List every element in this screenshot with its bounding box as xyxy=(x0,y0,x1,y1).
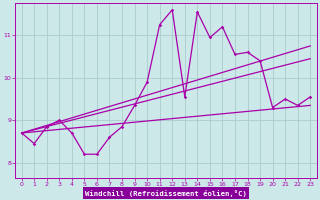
X-axis label: Windchill (Refroidissement éolien,°C): Windchill (Refroidissement éolien,°C) xyxy=(85,190,247,197)
